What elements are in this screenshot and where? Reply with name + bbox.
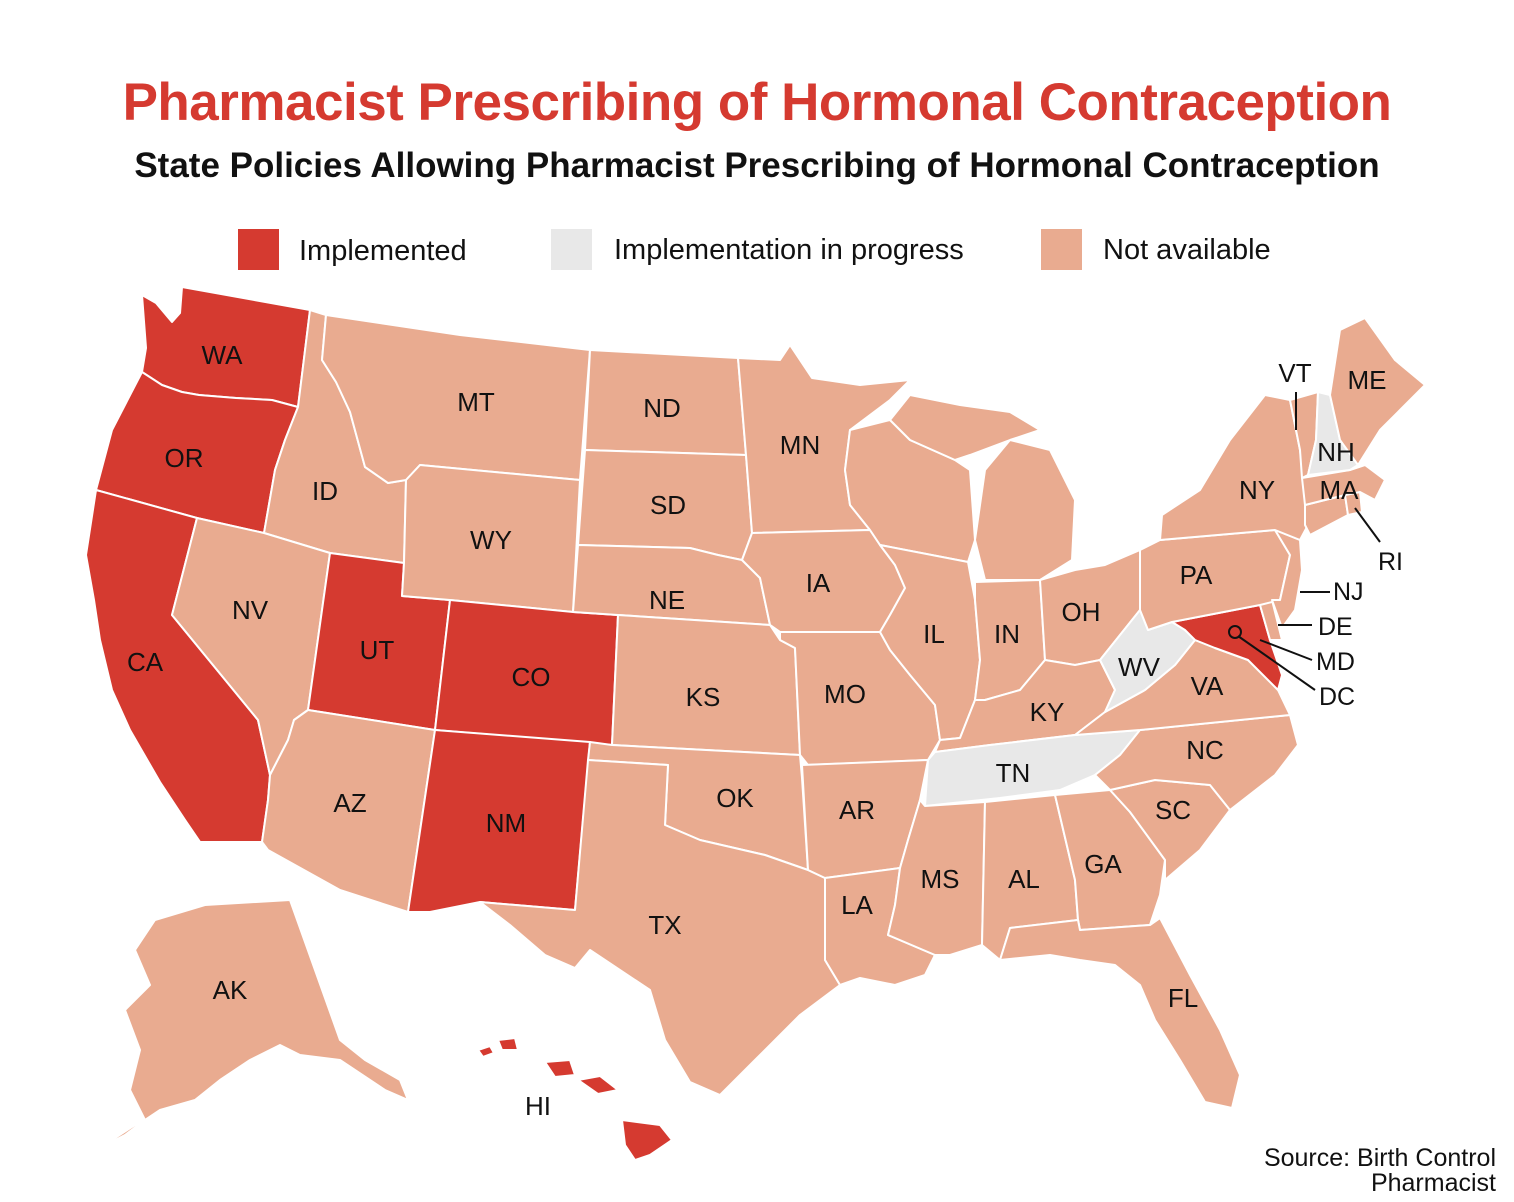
legend-swatch-in-progress [551,229,592,270]
label-ga: GA [1084,849,1122,879]
label-ut: UT [360,635,395,665]
label-dc: DC [1319,683,1355,711]
label-co: CO [512,662,551,692]
label-mn: MN [780,430,820,460]
state-labels: WA OR CA ID NV UT AZ MT WY CO NM ND SD N… [127,340,1403,1121]
label-oh: OH [1062,597,1101,627]
label-nd: ND [643,393,681,423]
label-ma: MA [1320,475,1360,505]
state-nc[interactable] [1094,714,1299,811]
leader-ri [1354,507,1381,543]
label-or: OR [165,443,204,473]
label-wa: WA [202,340,244,370]
label-az: AZ [333,788,366,818]
legend: Implemented Implementation in progress N… [238,229,1271,270]
state-dc[interactable] [1228,625,1242,639]
states [79,286,1426,1161]
legend-label-in-progress: Implementation in progress [614,234,964,266]
label-ms: MS [921,864,960,894]
state-mi[interactable] [974,439,1076,581]
state-mt[interactable] [321,314,591,484]
state-fl[interactable] [999,917,1241,1109]
leader-md [1259,639,1313,661]
legend-swatch-implemented [238,229,279,270]
label-vt: VT [1278,358,1311,388]
label-ok: OK [716,783,754,813]
label-mt: MT [457,387,495,417]
label-ks: KS [686,682,721,712]
label-id: ID [312,476,338,506]
label-nj: NJ [1333,578,1364,606]
leader-dc [1237,635,1316,691]
label-la: LA [841,890,873,920]
label-nv: NV [232,595,269,625]
state-nj[interactable] [1271,529,1303,629]
label-ne: NE [649,585,685,615]
state-mi-up[interactable] [889,394,1041,461]
label-ia: IA [806,568,831,598]
state-me[interactable] [1329,317,1426,466]
legend-swatch-not-available [1041,229,1082,270]
label-ky: KY [1030,697,1065,727]
label-ak: AK [213,975,248,1005]
label-ny: NY [1239,475,1275,505]
state-ak[interactable] [124,899,409,1121]
map-title: Pharmacist Prescribing of Hormonal Contr… [122,73,1392,132]
label-sc: SC [1155,795,1191,825]
label-me: ME [1348,365,1387,395]
state-ma[interactable] [1301,464,1386,506]
label-sd: SD [650,490,686,520]
label-de: DE [1318,613,1353,641]
label-wv: WV [1118,652,1161,682]
label-al: AL [1008,864,1040,894]
label-nm: NM [486,808,526,838]
label-mo: MO [824,679,866,709]
state-wy[interactable] [401,464,581,613]
label-wy: WY [470,525,512,555]
label-in: IN [994,619,1020,649]
label-ca: CA [127,647,164,677]
legend-label-implemented: Implemented [299,235,467,267]
label-fl: FL [1168,983,1198,1013]
label-pa: PA [1180,560,1213,590]
label-ar: AR [839,795,875,825]
state-ak-islands[interactable] [79,1119,146,1159]
state-tx[interactable] [479,759,841,1096]
source-note: Source: Birth Control Pharmacist [1263,1144,1496,1197]
label-il: IL [923,619,945,649]
state-hi-3[interactable] [544,1059,576,1078]
label-nh: NH [1317,437,1355,467]
label-nc: NC [1186,735,1224,765]
label-hi: HI [525,1091,551,1121]
label-va: VA [1191,671,1224,701]
label-tx: TX [648,910,681,940]
state-ny[interactable] [1159,394,1309,541]
state-hi-2[interactable] [497,1037,519,1051]
leader-lines [1237,392,1381,691]
label-md: MD [1316,648,1355,676]
label-tn: TN [996,758,1031,788]
state-hi-4[interactable] [577,1075,619,1095]
label-ri: RI [1378,548,1403,576]
legend-label-not-available: Not available [1103,234,1271,266]
map-subtitle: State Policies Allowing Pharmacist Presc… [134,146,1380,185]
state-hi-1[interactable] [477,1045,495,1058]
state-hi-5[interactable] [621,1119,673,1161]
